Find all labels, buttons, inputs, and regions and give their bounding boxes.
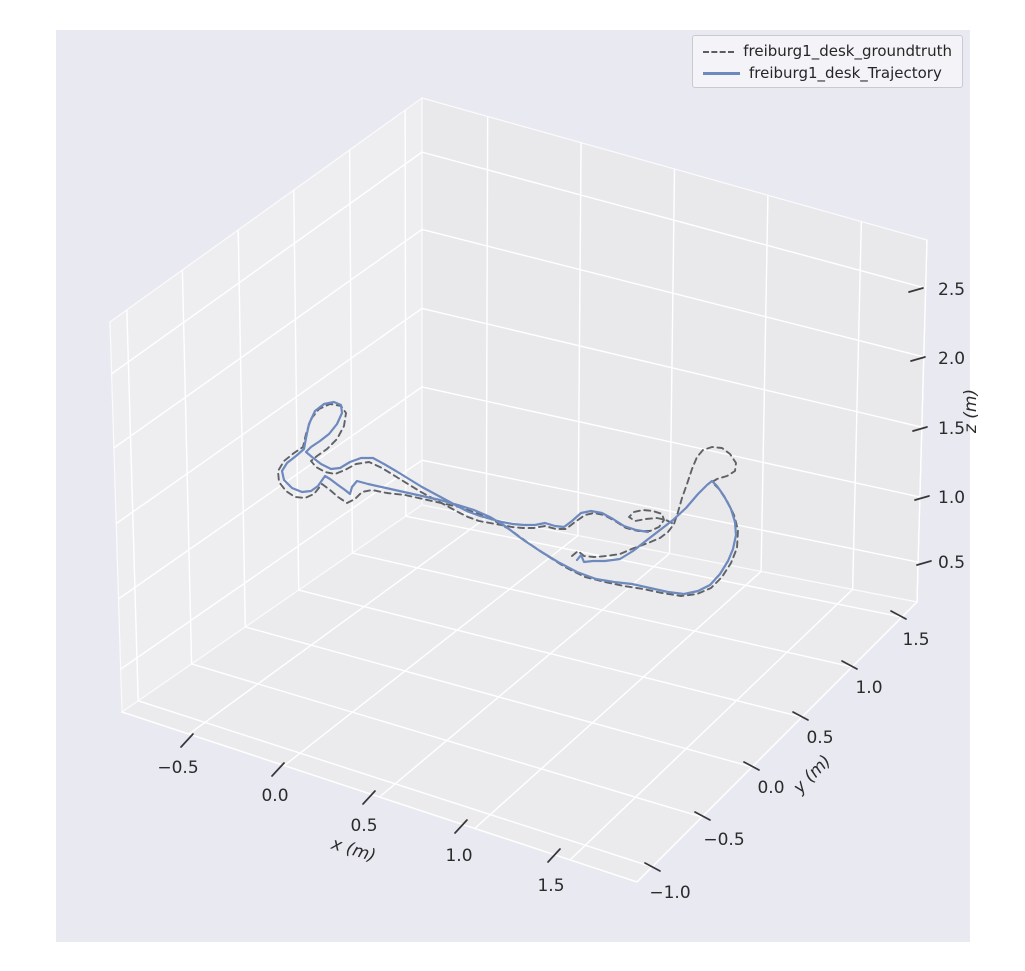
left-wall-z-gridline (111, 151, 423, 375)
z-tick-label: 0.5 (938, 553, 965, 573)
z-axis-label: z (m) (961, 389, 981, 434)
legend-label-groundtruth: freiburg1_desk_groundtruth (743, 42, 952, 60)
y-tick-mark (841, 660, 858, 670)
wall-y-gridline (293, 190, 300, 591)
y-tick-mark (743, 761, 760, 771)
series-trajectory (280, 400, 738, 596)
floor-x-gridline (379, 552, 670, 798)
y-tick-label: 0.0 (757, 778, 784, 798)
z-tick-label: 1.5 (938, 419, 965, 439)
x-tick-mark (547, 848, 561, 863)
x-tick-mark (271, 762, 285, 777)
y-tick-mark (792, 711, 809, 721)
legend-label-trajectory: freiburg1_desk_Trajectory (749, 63, 942, 82)
y-tick-mark (644, 862, 661, 872)
floor-x-gridline (474, 570, 762, 829)
wall-y-gridline (237, 229, 246, 627)
y-tick-label: −1.0 (649, 883, 690, 903)
left-wall-z-gridline (113, 228, 423, 449)
z-tick-label: 2.5 (938, 280, 965, 300)
x-axis-label: x (m) (328, 834, 378, 867)
wall-x-gridline (485, 116, 489, 518)
left-wall-z-gridline (115, 307, 423, 525)
wall-x-gridline (851, 221, 863, 590)
z-axis-edge (916, 239, 928, 603)
x-tick-label: −0.5 (157, 758, 198, 778)
right-wall-z-gridline (421, 151, 926, 289)
legend-entry-groundtruth: freiburg1_desk_groundtruth (703, 41, 952, 63)
floor-y-gridline (298, 589, 803, 718)
z-tick-mark (916, 560, 932, 566)
y-tick-label: −0.5 (703, 830, 744, 850)
x-tick-label: 1.0 (445, 846, 472, 866)
left-wall-z-gridline (118, 386, 423, 600)
y-tick-mark (890, 610, 907, 620)
z-tick-mark (912, 426, 928, 432)
legend-entry-trajectory: freiburg1_desk_Trajectory (703, 63, 952, 85)
x-axis-edge (121, 711, 638, 883)
series-groundtruth (277, 403, 739, 597)
series-group (277, 400, 739, 597)
x-tick-mark (362, 790, 376, 805)
wall-x-gridline (668, 168, 676, 554)
y-tick-label: 0.5 (806, 728, 833, 748)
wall-x-gridline (760, 195, 769, 572)
x-tick-mark (180, 733, 194, 748)
x-tick-label: 0.0 (261, 786, 288, 806)
y-tick-label: 1.5 (902, 630, 929, 650)
wall-y-gridline (404, 110, 407, 517)
x-tick-mark (454, 819, 468, 834)
floor-x-gridline (569, 588, 854, 861)
z-tick-mark (908, 287, 924, 293)
y-axis-label: y (m) (789, 751, 836, 798)
pane-group (109, 96, 928, 883)
wall-y-gridline (181, 270, 193, 664)
floor-y-gridline (137, 700, 653, 868)
y-axis-edge (636, 601, 918, 883)
z-tick-mark (914, 495, 930, 501)
legend[interactable]: freiburg1_desk_groundtruth freiburg1_des… (692, 35, 963, 88)
z-tick-mark (910, 356, 926, 362)
floor-y-gridline (191, 663, 703, 818)
floor-y-gridline (245, 626, 753, 768)
dashed-line-sample-icon (703, 50, 735, 53)
right-wall-z-gridline (421, 386, 921, 498)
tick-group: −0.5 0.0 0.5 1.0 1.5 −1.0 −0.5 0.0 0.5 1.0 1.5 0.5 1… (157, 280, 965, 903)
solid-line-sample-icon (703, 72, 740, 76)
floor-y-gridline (352, 552, 853, 668)
x-tick-label: 0.5 (350, 816, 377, 836)
grid-group (111, 110, 928, 883)
y-tick-mark (694, 811, 711, 821)
wall-x-gridline (577, 142, 582, 536)
y-tick-label: 1.0 (855, 678, 882, 698)
right-wall-z-gridline (421, 228, 924, 358)
right-wall-z-gridline (421, 459, 919, 563)
z-tick-label: 1.0 (938, 488, 965, 508)
x-tick-label: 1.5 (537, 876, 564, 896)
floor-y-gridline (405, 515, 903, 618)
floor-x-gridline (188, 517, 487, 735)
floor-x-gridline (283, 535, 579, 767)
left-wall-z-gridline (120, 459, 423, 670)
wall-y-gridline (126, 309, 139, 701)
right-wall-z-gridline (421, 307, 922, 428)
z-tick-label: 2.0 (938, 349, 965, 369)
